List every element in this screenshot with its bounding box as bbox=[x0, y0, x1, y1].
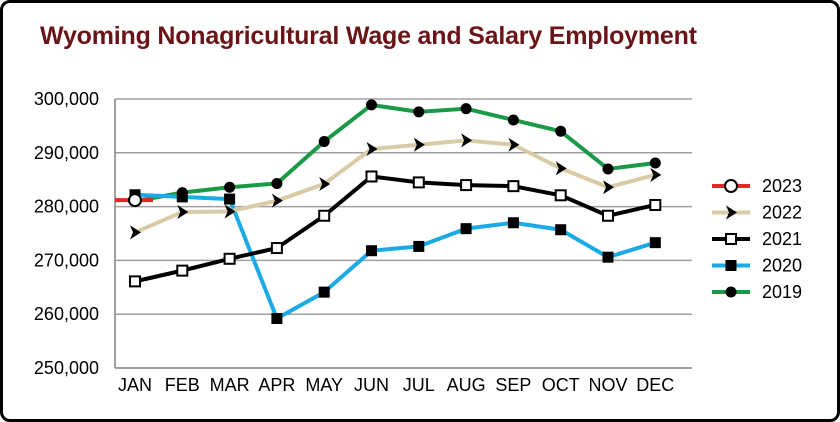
y-tick-label: 250,000 bbox=[34, 358, 99, 378]
x-tick-label: JAN bbox=[118, 375, 152, 395]
data-point bbox=[224, 193, 236, 205]
legend-label: 2021 bbox=[762, 229, 802, 249]
data-point bbox=[507, 180, 520, 193]
x-tick-label: MAR bbox=[210, 375, 250, 395]
legend: 2023 2022 2021 2020 2019 bbox=[712, 176, 802, 302]
data-point bbox=[366, 99, 377, 111]
y-tick-label: 300,000 bbox=[34, 89, 99, 109]
data-point bbox=[271, 193, 283, 208]
legend-label: 2020 bbox=[762, 256, 802, 276]
data-point bbox=[366, 245, 377, 257]
data-point bbox=[602, 209, 614, 222]
data-point bbox=[724, 179, 738, 193]
data-point bbox=[176, 264, 189, 277]
data-point bbox=[129, 275, 141, 288]
y-axis-ticks: 250,000 260,000 270,000 280,000 290,000 300,0… bbox=[34, 89, 99, 378]
data-point bbox=[555, 161, 567, 176]
data-point bbox=[460, 179, 473, 192]
series-group bbox=[115, 99, 662, 325]
series-line-2020 bbox=[134, 192, 656, 321]
x-tick-label: JUN bbox=[354, 375, 389, 395]
legend-label: 2022 bbox=[762, 203, 802, 223]
data-point bbox=[318, 136, 330, 148]
legend-item-2020: 2020 bbox=[712, 256, 802, 276]
x-tick-label: FEB bbox=[165, 375, 200, 395]
data-point bbox=[318, 209, 331, 222]
x-tick-label: MAY bbox=[305, 375, 343, 395]
data-point bbox=[507, 114, 519, 126]
y-tick-label: 270,000 bbox=[34, 250, 99, 270]
data-point bbox=[555, 224, 567, 236]
data-point bbox=[725, 286, 737, 298]
data-point bbox=[128, 193, 142, 208]
data-point bbox=[224, 204, 236, 219]
data-point bbox=[649, 237, 661, 249]
data-point bbox=[366, 142, 378, 157]
data-point bbox=[460, 103, 472, 115]
axes bbox=[114, 99, 692, 369]
data-point bbox=[413, 137, 425, 152]
data-point bbox=[412, 176, 425, 189]
legend-label: 2019 bbox=[762, 282, 802, 302]
legend-item-2023: 2023 bbox=[712, 176, 802, 196]
data-point bbox=[413, 240, 425, 252]
y-tick-label: 290,000 bbox=[34, 143, 99, 163]
data-point bbox=[271, 313, 283, 325]
data-point bbox=[507, 217, 519, 229]
data-point bbox=[224, 181, 236, 193]
data-point bbox=[603, 180, 614, 195]
data-point bbox=[271, 177, 283, 189]
y-tick-label: 260,000 bbox=[34, 304, 99, 324]
data-point bbox=[413, 106, 425, 118]
series-2019 bbox=[129, 99, 661, 207]
data-point bbox=[554, 189, 567, 202]
data-point bbox=[725, 260, 737, 271]
x-tick-label: DEC bbox=[636, 375, 674, 395]
data-point bbox=[725, 233, 737, 245]
x-tick-label: APR bbox=[258, 375, 295, 395]
data-point bbox=[177, 204, 189, 219]
legend-label: 2023 bbox=[762, 176, 802, 196]
data-point bbox=[649, 198, 662, 211]
legend-item-2021: 2021 bbox=[712, 229, 802, 249]
chart-title: Wyoming Nonagricultural Wage and Salary … bbox=[40, 22, 697, 50]
data-point bbox=[270, 242, 283, 255]
x-tick-label: SEP bbox=[495, 375, 531, 395]
data-point bbox=[319, 177, 331, 192]
data-point bbox=[365, 170, 378, 183]
data-point bbox=[602, 251, 614, 263]
series-2022 bbox=[130, 133, 662, 240]
data-point bbox=[176, 191, 188, 203]
data-point bbox=[461, 133, 473, 148]
data-point bbox=[555, 125, 567, 137]
series-2023 bbox=[115, 193, 153, 208]
x-tick-label: OCT bbox=[542, 375, 580, 395]
x-tick-label: NOV bbox=[588, 375, 627, 395]
series-2020 bbox=[129, 189, 661, 325]
series-line-2022 bbox=[134, 138, 656, 235]
data-point bbox=[318, 286, 330, 298]
legend-item-2022: 2022 bbox=[712, 203, 802, 223]
series-line-2019 bbox=[134, 102, 656, 204]
y-tick-label: 280,000 bbox=[34, 197, 99, 217]
data-point bbox=[602, 163, 614, 175]
x-tick-label: AUG bbox=[447, 375, 486, 395]
data-point bbox=[130, 225, 141, 240]
data-point bbox=[650, 167, 662, 182]
data-point bbox=[726, 205, 737, 220]
data-point bbox=[649, 157, 661, 169]
data-point bbox=[508, 137, 520, 152]
gridlines bbox=[115, 98, 692, 315]
x-axis-ticks: JAN FEB MAR APR MAY JUN JUL AUG SEP OCT NOV DEC bbox=[118, 375, 674, 395]
series-line-2021 bbox=[134, 174, 656, 284]
data-point bbox=[223, 252, 236, 265]
legend-item-2019: 2019 bbox=[712, 282, 802, 302]
data-point bbox=[460, 223, 472, 235]
series-2021 bbox=[129, 170, 662, 288]
x-tick-label: JUL bbox=[403, 375, 435, 395]
